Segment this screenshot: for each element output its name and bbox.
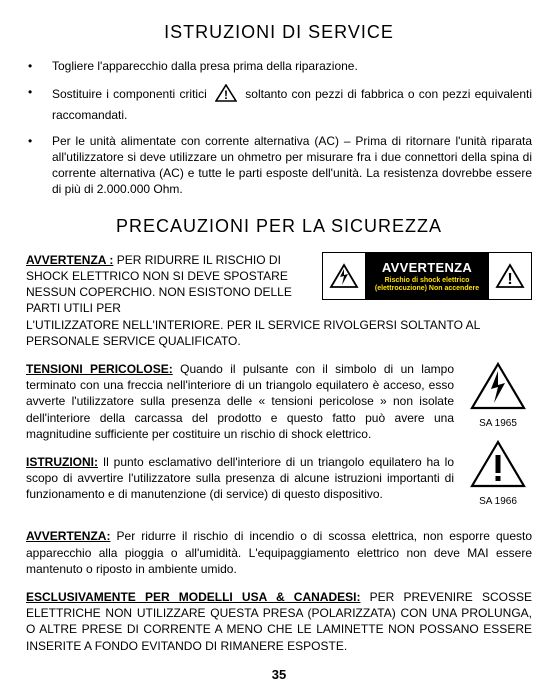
avvertenza2-paragraph: AVVERTENZA: Per ridurre il rischio di in…	[26, 528, 532, 577]
avvertenza2-label: AVVERTENZA:	[26, 529, 110, 543]
exclaim-triangle-icon: !	[489, 253, 531, 299]
avvertenza-label: AVVERTENZA :	[26, 253, 113, 267]
service-title: ISTRUZIONI DI SERVICE	[26, 20, 532, 44]
warning-box-title: AVVERTENZA	[382, 259, 472, 277]
page-number: 35	[26, 666, 532, 684]
bullet-text: Togliere l'apparecchio dalla presa prima…	[52, 59, 358, 73]
warning-triangle-icon: !	[215, 84, 237, 106]
exclaim-triangle-large-icon	[464, 439, 532, 493]
bullet-text: Per le unità alimentate con corrente alt…	[52, 134, 532, 197]
escl-label: ESCLUSIVAMENTE PER MODELLI USA & CANADES…	[26, 590, 360, 604]
shock-triangle-large-icon	[464, 361, 532, 415]
warning-box-sub: Rischio di shock elettrico (elettrocuzio…	[375, 277, 479, 292]
warning-box: AVVERTENZA Rischio di shock elettrico (e…	[322, 252, 532, 300]
bullet-item: Per le unità alimentate con corrente alt…	[26, 133, 532, 198]
avvertenza-block: AVVERTENZA Rischio di shock elettrico (e…	[26, 252, 532, 349]
hazard-block: SA 1965 SA 1966 TENSIONI PERICOLOSE: Qua…	[26, 361, 532, 516]
istruzioni-label: ISTRUZIONI:	[26, 455, 98, 469]
bullet-text-pre: Sostituire i componenti critici	[52, 87, 211, 101]
triangle-stack: SA 1965 SA 1966	[464, 361, 532, 516]
istruzioni-paragraph: ISTRUZIONI: Il punto esclamativo dell'in…	[26, 454, 532, 503]
avvertenza-rest-text: L'UTILIZZATORE NELL'INTERIORE. PER IL SE…	[26, 318, 480, 348]
precautions-title: PRECAUZIONI PER LA SICUREZZA	[26, 214, 532, 238]
tensioni-paragraph: TENSIONI PERICOLOSE: Quando il pulsante …	[26, 361, 532, 442]
svg-text:!: !	[507, 271, 512, 288]
bullet-item: Sostituire i componenti critici ! soltan…	[26, 84, 532, 122]
bullet-item: Togliere l'apparecchio dalla presa prima…	[26, 58, 532, 74]
service-bullets: Togliere l'apparecchio dalla presa prima…	[26, 58, 532, 197]
shock-triangle-icon	[323, 253, 365, 299]
tensioni-label: TENSIONI PERICOLOSE:	[26, 362, 173, 376]
sa-1966-caption: SA 1966	[464, 495, 532, 509]
sa-1965-caption: SA 1965	[464, 417, 532, 431]
esclusivamente-paragraph: ESCLUSIVAMENTE PER MODELLI USA & CANADES…	[26, 589, 532, 654]
svg-text:!: !	[224, 88, 228, 102]
